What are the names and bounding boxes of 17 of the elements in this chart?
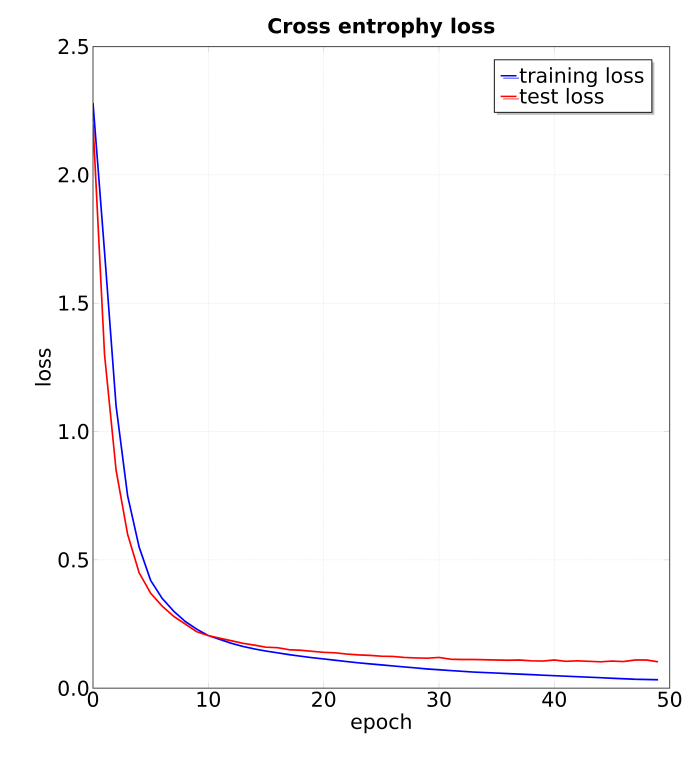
y-tick-label: 0.5 bbox=[58, 552, 88, 568]
x-tick-label: 20 bbox=[312, 692, 336, 708]
chart-title: Cross entrophy loss bbox=[268, 18, 495, 38]
y-axis-title: loss bbox=[35, 348, 52, 386]
y-tick-label: 2.0 bbox=[58, 167, 89, 183]
x-tick-label: 30 bbox=[428, 692, 451, 708]
x-tick-label: 0 bbox=[88, 692, 98, 708]
x-tick-label: 50 bbox=[658, 692, 682, 708]
y-tick-label: 2.5 bbox=[58, 38, 88, 54]
legend-label: test loss bbox=[520, 88, 604, 104]
y-tick-label: 1.5 bbox=[60, 296, 88, 311]
y-tick-label: 0.0 bbox=[58, 680, 89, 696]
x-tick-label: 10 bbox=[198, 692, 220, 708]
legend-label: training loss bbox=[520, 67, 644, 88]
x-tick-label: 40 bbox=[542, 692, 566, 708]
y-tick-label: 1.0 bbox=[60, 424, 89, 440]
x-axis-title: epoch bbox=[352, 713, 411, 734]
